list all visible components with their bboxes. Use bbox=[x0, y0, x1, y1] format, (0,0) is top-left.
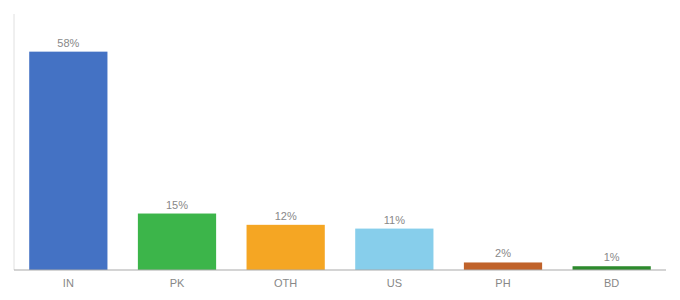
x-tick-label: OTH bbox=[274, 277, 297, 289]
chart-svg: 58% 15% 12% 11% 2% 1% IN PK OTH US PH BD bbox=[0, 0, 680, 300]
bar bbox=[247, 225, 325, 270]
data-label: 1% bbox=[604, 251, 620, 263]
bar bbox=[29, 52, 107, 270]
data-label: 2% bbox=[495, 247, 511, 259]
x-axis-line bbox=[14, 269, 666, 270]
data-label: 11% bbox=[384, 214, 405, 226]
x-tick-label: IN bbox=[63, 277, 74, 289]
x-tick-label: US bbox=[387, 277, 402, 289]
bar bbox=[464, 262, 542, 270]
bar bbox=[138, 214, 216, 270]
x-ticks: IN PK OTH US PH BD bbox=[63, 277, 620, 289]
data-labels: 58% 15% 12% 11% 2% 1% bbox=[57, 37, 620, 264]
chart-container: 58% 15% 12% 11% 2% 1% IN PK OTH US PH BD bbox=[0, 0, 680, 300]
bars bbox=[29, 52, 651, 270]
x-tick-label: PK bbox=[170, 277, 185, 289]
data-label: 15% bbox=[166, 199, 188, 211]
bar bbox=[355, 229, 433, 270]
y-axis-line bbox=[14, 14, 15, 270]
page: {"chart_data": {"type": "bar", "categori… bbox=[0, 0, 680, 300]
data-label: 12% bbox=[275, 210, 297, 222]
x-tick-label: PH bbox=[495, 277, 510, 289]
data-label: 58% bbox=[57, 37, 79, 49]
x-tick-label: BD bbox=[604, 277, 619, 289]
